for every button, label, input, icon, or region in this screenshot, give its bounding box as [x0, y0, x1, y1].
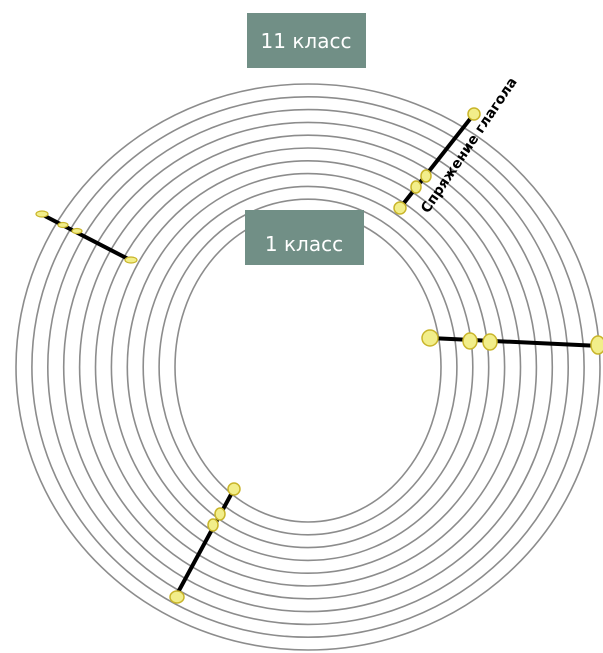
marker — [422, 330, 438, 346]
grade-ring — [80, 135, 537, 599]
marker — [394, 202, 406, 214]
grade-rings — [16, 84, 600, 650]
topic-strand-right — [422, 330, 603, 354]
marker — [411, 181, 421, 193]
inner-grade-label: 1 класс — [245, 210, 364, 265]
marker — [208, 519, 218, 531]
marker — [125, 257, 137, 263]
marker — [421, 170, 431, 182]
marker — [72, 229, 82, 234]
outer-grade-text: 11 класс — [261, 29, 352, 53]
marker — [483, 334, 497, 350]
marker — [36, 211, 48, 217]
marker — [215, 508, 225, 520]
topic-label: Спряжение глагола — [418, 75, 521, 217]
marker — [170, 591, 184, 603]
marker — [463, 333, 477, 349]
grade-ring — [16, 84, 600, 650]
marker — [591, 336, 603, 354]
grade-ring — [32, 97, 584, 637]
topic-strand-left — [36, 211, 137, 263]
marker — [228, 483, 240, 495]
outer-grade-label: 11 класс — [247, 13, 366, 68]
grade-ring — [64, 122, 553, 611]
inner-grade-text: 1 класс — [265, 232, 343, 256]
marker — [58, 223, 68, 228]
